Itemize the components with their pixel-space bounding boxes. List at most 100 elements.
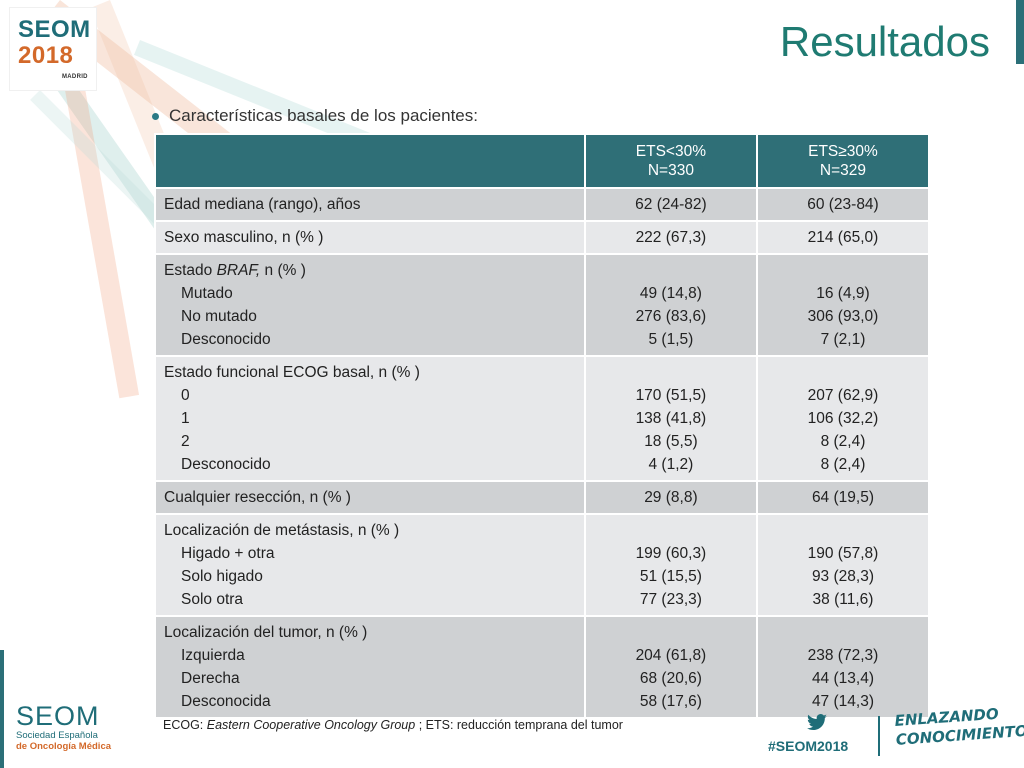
value: 68 (20,6) — [639, 670, 702, 687]
bullet-text: Características basales de los pacientes… — [169, 106, 478, 125]
table-row: Estado BRAF, n (% ) Mutado No mutado Descon… — [154, 253, 931, 357]
value: 8 (2,4) — [820, 433, 866, 450]
seom-2018-logo: SEOM 2018 MADRID — [10, 8, 96, 90]
value: 38 (11,6) — [812, 591, 874, 608]
value-cell-ets-high: 60 (23-84) — [755, 187, 931, 222]
value: 306 (93,0) — [807, 308, 879, 325]
row-label-text: Cualquier resección, n (% ) — [164, 489, 351, 506]
row-label: Sexo masculino, n (% ) — [164, 226, 576, 249]
value: 64 (19,5) — [811, 489, 874, 506]
value-cell-ets-high: 190 (57,8) 93 (28,3) 38 (11,6) — [755, 513, 931, 617]
value: 51 (15,5) — [639, 568, 702, 585]
row-sub-label: Desconocida — [181, 693, 271, 710]
table-row: Localización del tumor, n (% ) Izquierda D… — [154, 615, 931, 719]
value: 58 (17,6) — [639, 693, 702, 710]
value-spacer — [766, 519, 920, 542]
value: 60 (23-84) — [807, 196, 879, 213]
value: 276 (83,6) — [635, 308, 707, 325]
value: 106 (32,2) — [807, 410, 879, 427]
value: 93 (28,3) — [811, 568, 874, 585]
value-cell-ets-low: 199 (60,3) 51 (15,5) 77 (23,3) — [583, 513, 758, 617]
slide-title: Resultados — [779, 18, 990, 65]
header-ets-low-label: ETS<30% — [635, 143, 707, 160]
value-cell-ets-low: 49 (14,8) 276 (83,6) 5 (1,5) — [583, 253, 758, 357]
row-label: Estado BRAF, n (% ) — [164, 259, 576, 282]
logo-year: 2018 — [18, 42, 74, 69]
value-cell-ets-high: 207 (62,9) 106 (32,2) 8 (2,4) 8 (2,4) — [755, 355, 931, 482]
value: 5 (1,5) — [648, 331, 694, 348]
logo-text: SEOM — [18, 16, 91, 43]
society-name: SEOM — [16, 701, 100, 731]
value: 238 (72,3) — [807, 647, 879, 664]
table-row: Cualquier resección, n (% ) 29 (8,8) 64 (1… — [154, 480, 931, 515]
row-sub-label: Desconocido — [181, 331, 271, 348]
value: 8 (2,4) — [820, 456, 866, 473]
footnote-italic: Eastern Cooperative Oncology Group — [206, 718, 416, 732]
row-label: Localización del tumor, n (% ) — [164, 621, 576, 644]
accent-bar-bottom-left — [0, 650, 4, 768]
row-label-cell: Edad mediana (rango), años — [154, 187, 586, 222]
value: 47 (14,3) — [811, 693, 874, 710]
value: 16 (4,9) — [816, 285, 870, 302]
row-sub-label: Higado + otra — [181, 545, 275, 562]
row-label-suffix: n (% ) — [260, 262, 306, 279]
row-sub-label: Derecha — [181, 670, 240, 687]
value-cell-ets-high: 64 (19,5) — [755, 480, 931, 515]
row-label-cell: Estado BRAF, n (% ) Mutado No mutado Descon… — [154, 253, 586, 357]
row-sub-label: Solo higado — [181, 568, 263, 585]
row-label-text: Estado — [164, 262, 217, 279]
row-label-text: Localización de metástasis, n (% ) — [164, 522, 400, 539]
table-row: Sexo masculino, n (% ) 222 (67,3) 214 (65,… — [154, 220, 931, 255]
row-label-cell: Localización de metástasis, n (% ) Higado… — [154, 513, 586, 617]
value-spacer — [766, 259, 920, 282]
value-spacer — [594, 519, 748, 542]
society-line2: de Oncología Médica — [16, 741, 112, 752]
seom-society-logo: SEOM Sociedad Española de Oncología Médi… — [16, 702, 111, 752]
row-sub-label: Desconocido — [181, 456, 271, 473]
header-ets-low-n: N=330 — [647, 162, 694, 179]
row-label-text: Estado funcional ECOG basal, n (% ) — [164, 364, 420, 381]
value-cell-ets-low: 222 (67,3) — [583, 220, 758, 255]
value: 62 (24-82) — [635, 196, 707, 213]
row-sub-label: Solo otra — [181, 591, 244, 608]
table-row: Estado funcional ECOG basal, n (% ) 0 1 2 De… — [154, 355, 931, 482]
bullet-dot-icon — [152, 112, 159, 120]
footnote: ECOG: Eastern Cooperative Oncology Group… — [163, 718, 623, 732]
row-label: Edad mediana (rango), años — [164, 193, 576, 216]
baseline-characteristics-table: ETS<30% N=330 ETS≥30% N=329 Edad mediana… — [154, 133, 931, 719]
hashtag: #SEOM2018 — [768, 738, 849, 754]
value: 4 (1,2) — [648, 456, 694, 473]
bullet-heading: Características basales de los pacientes… — [152, 106, 478, 126]
value-cell-ets-low: 62 (24-82) — [583, 187, 758, 222]
value: 170 (51,5) — [635, 387, 707, 404]
value-cell-ets-low: 204 (61,8) 68 (20,6) 58 (17,6) — [583, 615, 758, 719]
society-line1: Sociedad Española — [16, 730, 98, 741]
value: 214 (65,0) — [807, 229, 879, 246]
header-empty — [154, 133, 586, 189]
header-ets-high: ETS≥30% N=329 — [755, 133, 931, 189]
row-label-text: Edad mediana (rango), años — [164, 196, 361, 213]
value: 190 (57,8) — [807, 545, 879, 562]
slogan: ENLAZANDO CONOCIMIENTO — [894, 703, 1024, 750]
value: 18 (5,5) — [644, 433, 698, 450]
row-label-cell: Sexo masculino, n (% ) — [154, 220, 586, 255]
table-header-row: ETS<30% N=330 ETS≥30% N=329 — [154, 133, 931, 189]
value-spacer — [766, 361, 920, 384]
row-label-cell: Estado funcional ECOG basal, n (% ) 0 1 2 De… — [154, 355, 586, 482]
twitter-icon — [807, 714, 827, 731]
row-sub-label: 0 — [181, 387, 190, 404]
value: 77 (23,3) — [639, 591, 702, 608]
value: 204 (61,8) — [635, 647, 707, 664]
value: 199 (60,3) — [635, 545, 707, 562]
value-cell-ets-low: 170 (51,5) 138 (41,8) 18 (5,5) 4 (1,2) — [583, 355, 758, 482]
value: 29 (8,8) — [644, 489, 698, 506]
row-label-cell: Localización del tumor, n (% ) Izquierda D… — [154, 615, 586, 719]
row-sub-label: No mutado — [181, 308, 257, 325]
footnote-prefix: ECOG: — [163, 718, 207, 732]
header-ets-low: ETS<30% N=330 — [583, 133, 758, 189]
accent-bar-top-right — [1016, 0, 1024, 64]
footnote-suffix: ; ETS: reducción temprana del tumor — [415, 718, 623, 732]
value-cell-ets-high: 238 (72,3) 44 (13,4) 47 (14,3) — [755, 615, 931, 719]
value: 44 (13,4) — [811, 670, 874, 687]
row-sub-label: 1 — [181, 410, 190, 427]
